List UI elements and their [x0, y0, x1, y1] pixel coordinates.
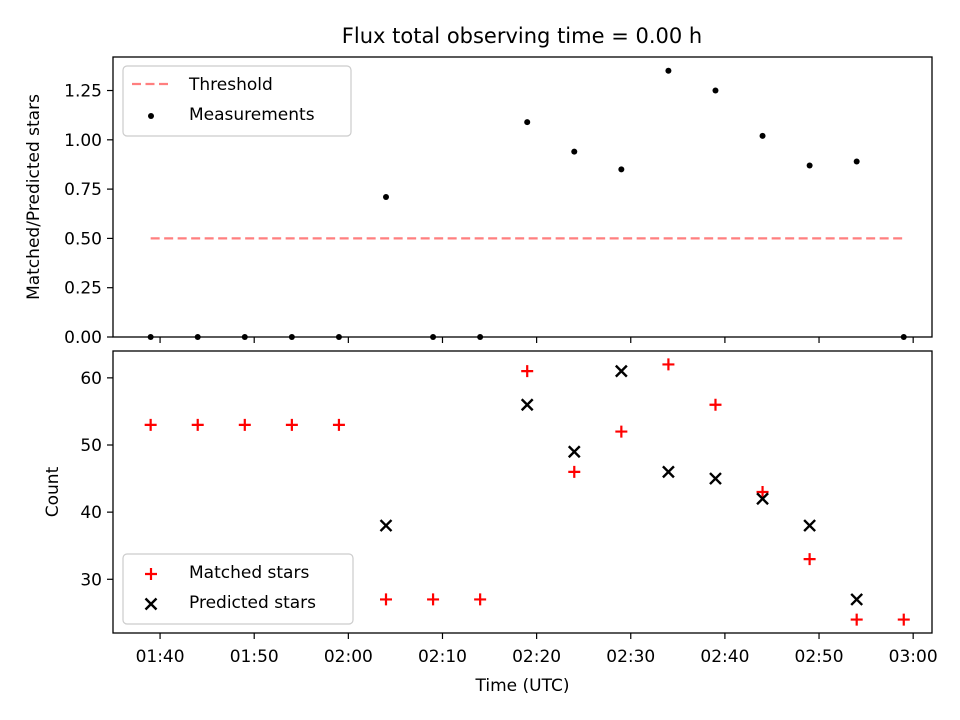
data-point — [335, 334, 342, 340]
data-point — [144, 418, 157, 431]
y-axis-label: Matched/Predicted stars — [24, 94, 44, 300]
y-axis-label: Count — [43, 466, 63, 517]
data-point — [238, 418, 251, 431]
axes-frame — [112, 56, 933, 338]
legend-marker — [144, 597, 158, 611]
y-tick-label: 1.00 — [64, 131, 102, 151]
data-point — [147, 334, 154, 340]
data-point — [520, 398, 534, 412]
data-point — [662, 358, 675, 371]
data-point — [288, 334, 295, 340]
series-matched-stars — [144, 358, 910, 626]
x-axis-label: Time (UTC) — [475, 676, 570, 696]
data-point — [897, 613, 910, 626]
data-point — [803, 553, 816, 566]
data-point — [568, 465, 581, 478]
data-point — [806, 162, 813, 169]
y-tick-label: 0.00 — [64, 328, 102, 348]
data-point — [567, 445, 581, 459]
series-measurements — [147, 67, 907, 340]
figure-title: Flux total observing time = 0.00 h — [342, 24, 702, 48]
data-point — [524, 119, 531, 126]
x-tick-label: 02:40 — [700, 647, 749, 667]
axes-frame — [112, 350, 933, 634]
data-point — [430, 334, 437, 340]
y-tick-label: 60 — [80, 369, 102, 389]
y-tick-label: 0.25 — [64, 279, 102, 299]
x-tick-label: 02:10 — [418, 647, 467, 667]
y-tick-label: 0.75 — [64, 180, 102, 200]
data-point — [615, 425, 628, 438]
data-point — [759, 132, 766, 139]
data-point — [850, 613, 863, 626]
x-tick-label: 02:50 — [795, 647, 844, 667]
data-point — [571, 148, 578, 155]
bottom-panel: 30 40 50 60 01:40 01:50 02:00 02:10 02:20 02:30 02… — [43, 350, 938, 696]
top-panel: 0.00 0.25 0.50 0.75 1.00 1.25 Matched/Predicte… — [24, 56, 933, 348]
y-tick-label: 30 — [80, 570, 102, 590]
data-point — [712, 87, 719, 94]
legend: Matched stars Predicted stars — [122, 553, 354, 625]
legend-label: Measurements — [189, 105, 315, 125]
legend-marker — [148, 113, 154, 119]
data-point — [285, 418, 298, 431]
series-predicted-stars — [379, 364, 864, 606]
legend-label: Predicted stars — [189, 593, 316, 613]
x-tick-label: 02:00 — [324, 647, 373, 667]
data-point — [379, 519, 393, 532]
legend-box — [122, 553, 354, 625]
x-tick-label: 02:20 — [512, 647, 561, 667]
data-point — [850, 593, 864, 606]
data-point — [853, 158, 860, 165]
data-point — [618, 166, 625, 173]
data-point — [191, 418, 204, 431]
x-tick-label: 01:50 — [230, 647, 279, 667]
data-point — [380, 593, 392, 606]
y-tick-label: 40 — [80, 503, 102, 523]
legend-label: Threshold — [188, 75, 273, 95]
data-point — [241, 334, 248, 340]
data-point — [383, 194, 389, 200]
data-point — [332, 418, 345, 431]
data-point — [756, 486, 769, 498]
x-tick-label: 03:00 — [889, 647, 938, 667]
data-point — [665, 67, 672, 74]
data-point — [194, 334, 201, 340]
y-tick-label: 0.50 — [64, 229, 102, 249]
x-tick-label: 01:40 — [136, 647, 185, 667]
data-point — [614, 364, 628, 378]
y-tick-label: 1.25 — [64, 82, 102, 102]
legend-label: Matched stars — [189, 563, 309, 583]
data-point — [427, 593, 440, 606]
data-point — [709, 472, 722, 485]
x-tick-label: 02:30 — [606, 647, 655, 667]
legend-box — [122, 65, 352, 137]
data-point — [900, 334, 907, 340]
data-point — [477, 334, 484, 340]
data-point — [756, 492, 769, 506]
data-point — [662, 465, 675, 479]
data-point — [521, 365, 534, 378]
y-tick-label: 50 — [80, 436, 102, 456]
data-point — [474, 593, 487, 606]
legend-marker — [145, 568, 157, 580]
legend: Threshold Measurements — [122, 65, 352, 137]
data-point — [803, 519, 816, 532]
data-point — [709, 398, 722, 411]
